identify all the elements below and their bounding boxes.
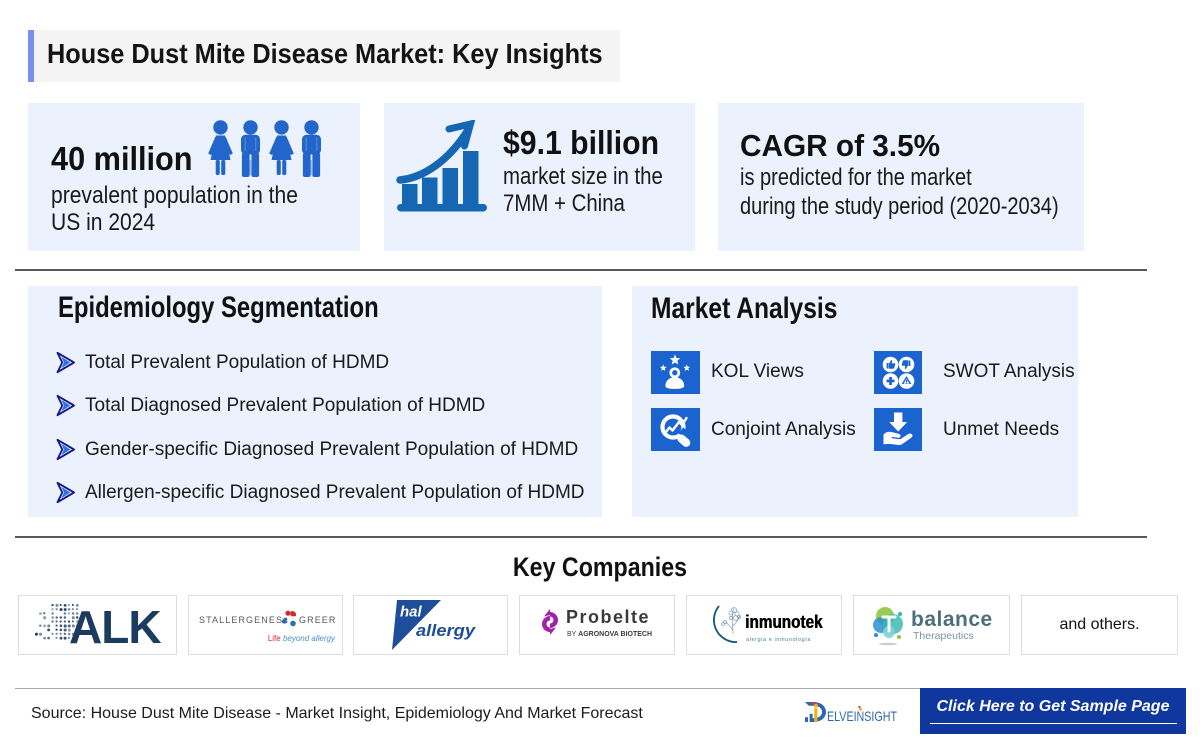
svg-text:allergy: allergy <box>416 621 477 640</box>
svg-text:hal: hal <box>400 604 423 621</box>
svg-text:ALK: ALK <box>69 601 161 653</box>
svg-text:ELVEINSIGHT: ELVEINSIGHT <box>827 709 897 724</box>
